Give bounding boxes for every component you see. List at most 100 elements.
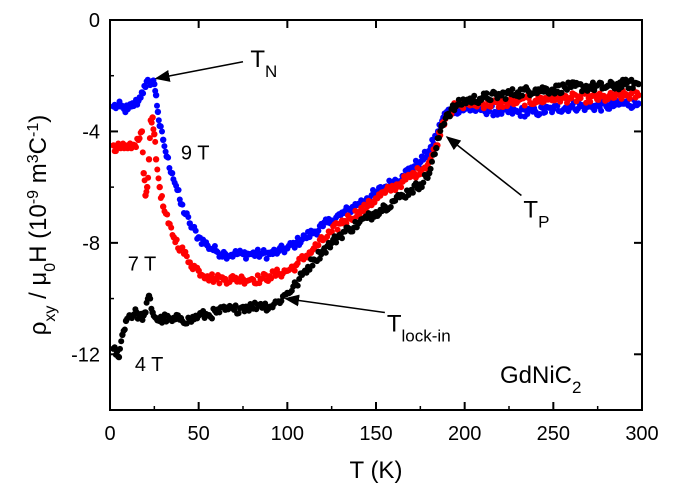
data-point [420, 179, 427, 186]
data-point [291, 244, 298, 251]
data-point [427, 165, 434, 172]
data-point [519, 92, 525, 99]
y-tick-label: -12 [71, 344, 100, 366]
x-tick-label: 200 [448, 423, 481, 445]
data-point [483, 90, 490, 97]
y-tick-label: -8 [82, 233, 100, 255]
data-point [157, 123, 164, 130]
data-point [142, 83, 149, 91]
data-point [138, 128, 146, 135]
data-point [216, 280, 223, 287]
data-point [524, 111, 531, 117]
x-tick-label: 250 [537, 423, 570, 445]
series-7-t [110, 87, 642, 287]
series-9-t [110, 76, 642, 262]
data-point [502, 96, 509, 102]
x-axis-title: T (K) [350, 457, 403, 484]
data-point [209, 271, 215, 278]
data-point [152, 92, 160, 99]
data-point [339, 235, 345, 242]
data-point [117, 345, 123, 352]
data-point [145, 156, 153, 163]
data-point [192, 227, 199, 234]
data-point [139, 149, 146, 156]
data-point [137, 94, 144, 101]
x-tick-label: 50 [188, 423, 210, 445]
x-tick-label: 0 [104, 423, 115, 445]
x-tick-label: 150 [359, 423, 392, 445]
data-point [144, 183, 151, 191]
data-point [154, 102, 160, 109]
data-point [558, 89, 565, 96]
data-point [315, 227, 322, 234]
data-point [152, 156, 160, 163]
data-point [121, 326, 128, 333]
data-point [398, 184, 405, 191]
data-point [577, 95, 584, 102]
data-point [262, 300, 269, 307]
data-point [136, 135, 143, 142]
data-point [409, 189, 416, 196]
series-label: 9 T [181, 142, 210, 164]
data-point [328, 228, 335, 235]
data-point [211, 243, 218, 249]
data-point [309, 262, 316, 269]
data-point [151, 80, 158, 88]
data-point [140, 170, 147, 177]
data-point [429, 158, 435, 165]
data-point [557, 98, 564, 105]
data-point [142, 309, 149, 316]
x-tick-label: 300 [625, 423, 658, 445]
data-point [635, 80, 642, 88]
data-point [306, 266, 313, 273]
data-point [162, 148, 169, 155]
data-point [334, 226, 341, 233]
data-point [486, 108, 493, 115]
annotation-label: Tlock-in [387, 311, 451, 346]
data-point [433, 144, 440, 152]
data-point [155, 117, 162, 124]
series-label: 7 T [128, 254, 157, 276]
data-point [611, 94, 618, 101]
data-point [424, 175, 431, 181]
data-point [294, 282, 301, 289]
data-point [183, 253, 190, 260]
annotation-arrow [284, 294, 385, 314]
data-point [226, 279, 233, 285]
data-point [291, 267, 298, 274]
data-point [118, 338, 125, 345]
data-point [186, 259, 193, 266]
data-point [185, 214, 192, 220]
data-point [151, 131, 158, 138]
data-point [216, 309, 223, 316]
data-point [635, 92, 642, 99]
annotation-label: TN [250, 46, 277, 81]
data-point [156, 183, 163, 191]
data-point [160, 203, 167, 210]
data-point [598, 107, 605, 114]
data-point [322, 249, 329, 256]
data-point [378, 208, 385, 215]
data-point [154, 108, 162, 116]
data-point [587, 98, 594, 105]
data-point [179, 244, 186, 251]
data-point [145, 174, 152, 181]
data-point [155, 175, 162, 182]
data-point [333, 239, 340, 246]
series-label: 4 T [135, 354, 164, 376]
data-point [509, 86, 516, 93]
data-point [471, 92, 478, 99]
data-point [175, 187, 182, 193]
data-point [235, 310, 242, 317]
data-point [209, 315, 215, 322]
annotation-label: TP [523, 196, 549, 231]
series-4-t [110, 76, 642, 361]
data-point [154, 166, 161, 173]
data-point [139, 317, 146, 323]
data-point [159, 128, 165, 135]
data-point [446, 113, 453, 120]
data-point [152, 138, 159, 145]
data-point [173, 236, 180, 243]
data-point [168, 170, 176, 177]
x-tick-label: 100 [271, 423, 304, 445]
